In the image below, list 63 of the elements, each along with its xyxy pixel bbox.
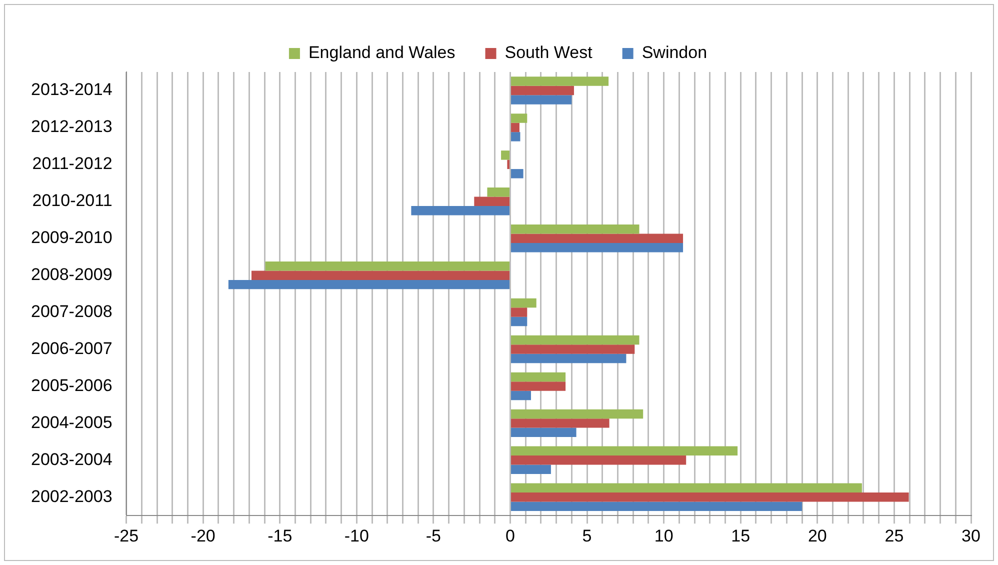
bar [511, 372, 566, 382]
bar [511, 316, 528, 326]
bar [511, 76, 609, 86]
x-tick-label: -5 [426, 526, 442, 546]
bar [251, 270, 510, 280]
bar [511, 354, 626, 364]
x-tick-label: -25 [114, 526, 139, 546]
bar [501, 150, 510, 160]
y-tick-label: 2002-2003 [30, 486, 112, 506]
y-tick-label: 2004-2005 [30, 412, 112, 432]
bar [474, 196, 510, 206]
bar [511, 122, 520, 132]
bar [511, 409, 644, 419]
bar [511, 95, 572, 104]
bar [511, 456, 686, 465]
bar [507, 160, 510, 170]
bar [228, 280, 510, 290]
legend-label: South West [504, 43, 593, 62]
bar [511, 446, 738, 456]
x-tick-label: 5 [582, 526, 592, 546]
y-tick-label: 2010-2011 [32, 191, 112, 210]
x-tick-label: 10 [654, 526, 674, 546]
bar [511, 224, 640, 234]
y-tick-label: 2009-2010 [30, 228, 112, 248]
bar [511, 464, 551, 474]
bar [511, 298, 536, 308]
y-tick-label: 2008-2009 [30, 265, 112, 284]
bar [511, 382, 566, 391]
y-tick-label: 2005-2006 [30, 376, 112, 395]
bar [411, 206, 510, 216]
bar [511, 428, 576, 438]
bar [265, 261, 510, 271]
bar [511, 169, 524, 178]
y-tick-label: 2003-2004 [30, 450, 112, 469]
bar [511, 483, 862, 492]
y-tick-label: 2013-2014 [30, 80, 112, 100]
x-tick-label: -20 [190, 526, 216, 546]
x-tick-label: 20 [808, 526, 827, 546]
bar [511, 390, 531, 400]
x-tick-label: -15 [268, 526, 292, 546]
x-tick-label: 15 [731, 526, 750, 546]
bar [511, 242, 684, 252]
legend-label: England and Wales [308, 43, 456, 62]
bar [511, 132, 520, 142]
x-tick-label: 25 [884, 526, 904, 546]
legend-label: Swindon [642, 43, 708, 62]
x-tick-label: -10 [344, 526, 369, 546]
y-tick-label: 2011-2012 [32, 154, 112, 174]
bar [511, 86, 574, 96]
bar [511, 308, 528, 317]
y-tick-label: 2006-2007 [30, 338, 112, 358]
bar [511, 418, 610, 428]
bar [511, 335, 640, 345]
y-tick-label: 2007-2008 [30, 302, 112, 321]
x-tick-label: 0 [506, 526, 515, 546]
bar [511, 234, 684, 243]
bar [511, 114, 528, 123]
x-tick-label: 30 [962, 526, 980, 546]
bar [487, 188, 510, 197]
bar [511, 344, 635, 354]
bar [511, 492, 909, 502]
bar [511, 502, 802, 511]
y-tick-label: 2012-2013 [30, 117, 112, 136]
